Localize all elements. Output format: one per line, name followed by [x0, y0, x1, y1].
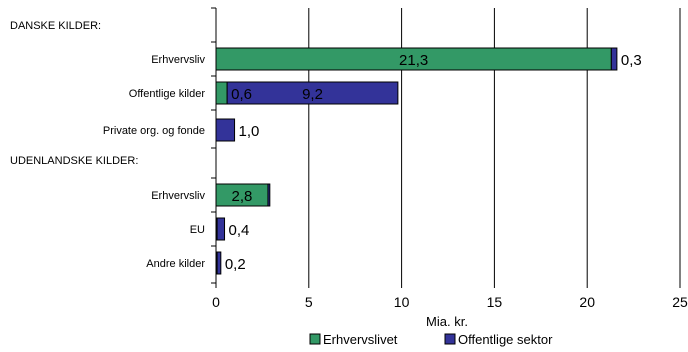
legend: Erhvervslivet Offentlige sektor [309, 332, 553, 347]
x-axis-label: Mia. kr. [426, 314, 468, 329]
x-tick-labels: 0 5 10 15 20 25 [212, 294, 688, 310]
section-header: DANSKE KILDER: [10, 20, 101, 32]
data-label: 2,8 [232, 188, 253, 205]
data-label: 0,3 [621, 52, 642, 69]
bar-erhvervslivet [215, 81, 228, 105]
data-label: 0,2 [225, 256, 246, 273]
x-tick-label: 25 [672, 294, 688, 310]
x-tick-label: 20 [579, 294, 595, 310]
category-labels: DANSKE KILDER: Erhvervsliv Offentlige kild… [10, 20, 205, 270]
legend-label: Offentlige sektor [458, 332, 553, 347]
category-label: Andre kilder [146, 258, 205, 270]
bar-offentlige-sektor [215, 118, 236, 142]
data-label: 0,6 [231, 86, 252, 103]
category-label: Erhvervsliv [151, 190, 205, 202]
category-label: Erhvervsliv [151, 54, 205, 66]
data-label: 21,3 [399, 52, 428, 69]
legend-swatch [444, 333, 456, 345]
legend-label: Erhvervslivet [323, 332, 398, 347]
category-label: Offentlige kilder [129, 88, 206, 100]
section-header: UDENLANDSKE KILDER: [10, 155, 138, 167]
legend-swatch [309, 333, 321, 345]
x-tick-label: 15 [487, 294, 503, 310]
x-tick-label: 0 [212, 294, 220, 310]
data-labels: 21,3 0,3 0,6 9,2 1,0 2,8 0,4 0,2 [225, 52, 642, 273]
bar-offentlige-sektor [216, 217, 226, 241]
bars [215, 47, 618, 275]
bar-offentlige-sektor [216, 251, 222, 275]
category-label: EU [190, 224, 205, 236]
data-label: 0,4 [229, 222, 250, 239]
data-label: 9,2 [302, 86, 323, 103]
data-label: 1,0 [239, 123, 260, 140]
x-tick-label: 10 [394, 294, 410, 310]
bar-offentlige-sektor [226, 81, 399, 105]
axes [211, 7, 681, 288]
x-tick-label: 5 [305, 294, 313, 310]
category-label: Private org. og fonde [103, 125, 205, 137]
bar-offentlige-sektor [610, 47, 618, 71]
bar-offentlige-sektor [267, 183, 271, 207]
